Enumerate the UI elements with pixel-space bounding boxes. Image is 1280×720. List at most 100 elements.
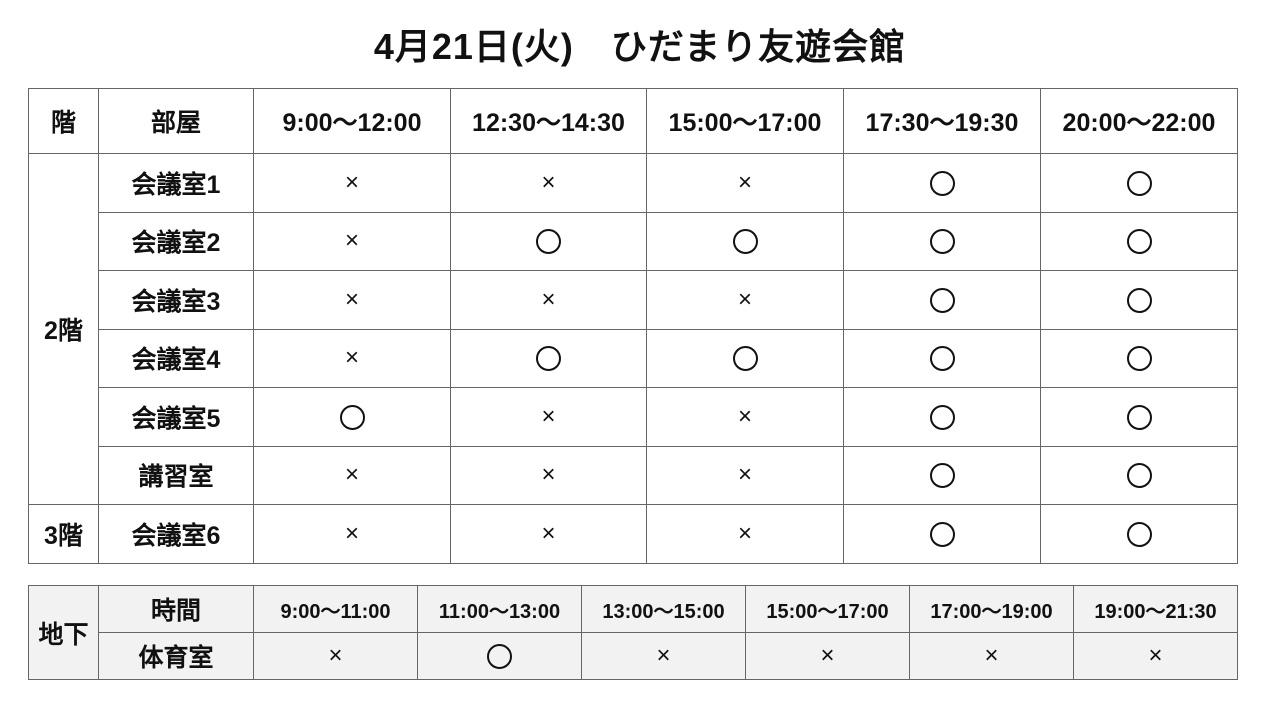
available-cell (646, 211, 844, 271)
cross-mark: × (344, 227, 359, 255)
unavailable-cell: × (253, 632, 418, 680)
floor-cell: 3階 (28, 504, 99, 564)
cross-mark: × (344, 344, 359, 372)
unavailable-cell: × (253, 153, 451, 213)
cross-mark: × (737, 285, 752, 313)
column-header: 19:00～21:30 (1073, 585, 1238, 633)
available-cell (1040, 504, 1238, 564)
circle-available-icon (929, 521, 955, 547)
cross-mark: × (1148, 642, 1163, 669)
cross-mark: × (344, 519, 359, 547)
available-cell (253, 387, 451, 447)
unavailable-cell: × (450, 445, 647, 505)
unavailable-cell: × (1073, 632, 1238, 680)
circle-available-icon (732, 346, 758, 372)
column-header: 階 (28, 88, 99, 154)
time-header-row: 地下 時間 9:00～11:00 11:00～13:00 13:00～15:00 15:0… (28, 585, 1238, 680)
circle-available-icon (929, 404, 955, 430)
available-cell (1040, 153, 1238, 213)
cross-mark: × (737, 402, 752, 430)
unavailable-cell: × (253, 211, 451, 271)
available-cell (843, 387, 1041, 447)
column-header: 13:00～15:00 (581, 585, 746, 633)
unavailable-cell: × (450, 387, 647, 447)
circle-available-icon (536, 346, 561, 372)
cross-mark: × (328, 642, 343, 669)
unavailable-cell: × (646, 445, 844, 505)
circle-available-icon (929, 287, 955, 313)
cross-mark: × (737, 168, 752, 196)
circle-available-icon (1126, 346, 1152, 372)
table-row: 会議室3 × × × (29, 270, 1238, 330)
available-cell (450, 328, 647, 388)
unavailable-cell: × (909, 632, 1074, 680)
circle-available-icon (732, 229, 758, 255)
availability-table-main: 階部屋 9:00～12:00 12:30～14:30 15:00～17:00 17:30… (28, 88, 1238, 564)
column-header: 11:00～13:00 (417, 585, 582, 633)
circle-available-icon (487, 644, 512, 670)
cross-mark: × (541, 402, 556, 430)
column-header: 20:00～22:00 (1040, 88, 1238, 154)
circle-available-icon (929, 229, 955, 255)
cross-mark: × (344, 168, 359, 196)
available-cell (1040, 270, 1238, 330)
circle-available-icon (929, 346, 955, 372)
cross-mark: × (344, 461, 359, 489)
circle-available-icon (929, 170, 955, 196)
room-name: 会議室6 (98, 504, 254, 564)
availability-table-basement: 地下 時間 9:00～11:00 11:00～13:00 13:00～15:00 15:0… (28, 585, 1238, 680)
room-name: 講習室 (98, 445, 254, 505)
available-cell (646, 328, 844, 388)
unavailable-cell: × (646, 270, 844, 330)
table-row: 体育室 × × × × × (29, 632, 1238, 680)
available-cell (1040, 211, 1238, 271)
available-cell (843, 445, 1041, 505)
unavailable-cell: × (450, 153, 647, 213)
available-cell (843, 504, 1041, 564)
unavailable-cell: × (253, 445, 451, 505)
cross-mark: × (541, 168, 556, 196)
available-cell (843, 211, 1041, 271)
time-label: 時間 (98, 585, 254, 633)
unavailable-cell: × (450, 504, 647, 564)
table-row: 3階 会議室6 × × × (28, 504, 1238, 564)
available-cell (843, 270, 1041, 330)
cross-mark: × (737, 461, 752, 489)
floor-cell: 地下 (28, 585, 99, 680)
available-cell (1040, 445, 1238, 505)
available-cell (843, 328, 1041, 388)
room-name: 会議室5 (98, 387, 254, 447)
circle-available-icon (536, 229, 561, 255)
cross-mark: × (984, 642, 999, 669)
header-row: 階部屋 9:00～12:00 12:30～14:30 15:00～17:00 17:30… (28, 88, 1238, 154)
room-name: 会議室2 (98, 211, 254, 271)
unavailable-cell: × (253, 270, 451, 330)
cross-mark: × (344, 285, 359, 313)
cross-mark: × (737, 519, 752, 547)
table-row: 講習室 × × × (29, 445, 1238, 505)
cross-mark: × (820, 642, 835, 669)
circle-available-icon (339, 404, 365, 430)
column-header: 15:00～17:00 (745, 585, 910, 633)
room-name: 会議室4 (98, 328, 254, 388)
cross-mark: × (541, 285, 556, 313)
circle-available-icon (1126, 521, 1152, 547)
circle-available-icon (1126, 463, 1152, 489)
unavailable-cell: × (253, 328, 451, 388)
unavailable-cell: × (646, 153, 844, 213)
cross-mark: × (541, 519, 556, 547)
available-cell (1040, 328, 1238, 388)
floor-cell: 2階 (28, 153, 99, 505)
unavailable-cell: × (581, 632, 746, 680)
table-row: 会議室2 × (29, 211, 1238, 271)
circle-available-icon (1126, 170, 1152, 196)
room-name: 会議室3 (98, 270, 254, 330)
available-cell (417, 632, 582, 680)
table-row: 2階 会議室1 × × × (28, 153, 1238, 505)
column-header: 15:00～17:00 (646, 88, 844, 154)
column-header: 9:00～11:00 (253, 585, 418, 633)
cross-mark: × (541, 461, 556, 489)
column-header: 9:00～12:00 (253, 88, 451, 154)
available-cell (450, 211, 647, 271)
unavailable-cell: × (646, 387, 844, 447)
